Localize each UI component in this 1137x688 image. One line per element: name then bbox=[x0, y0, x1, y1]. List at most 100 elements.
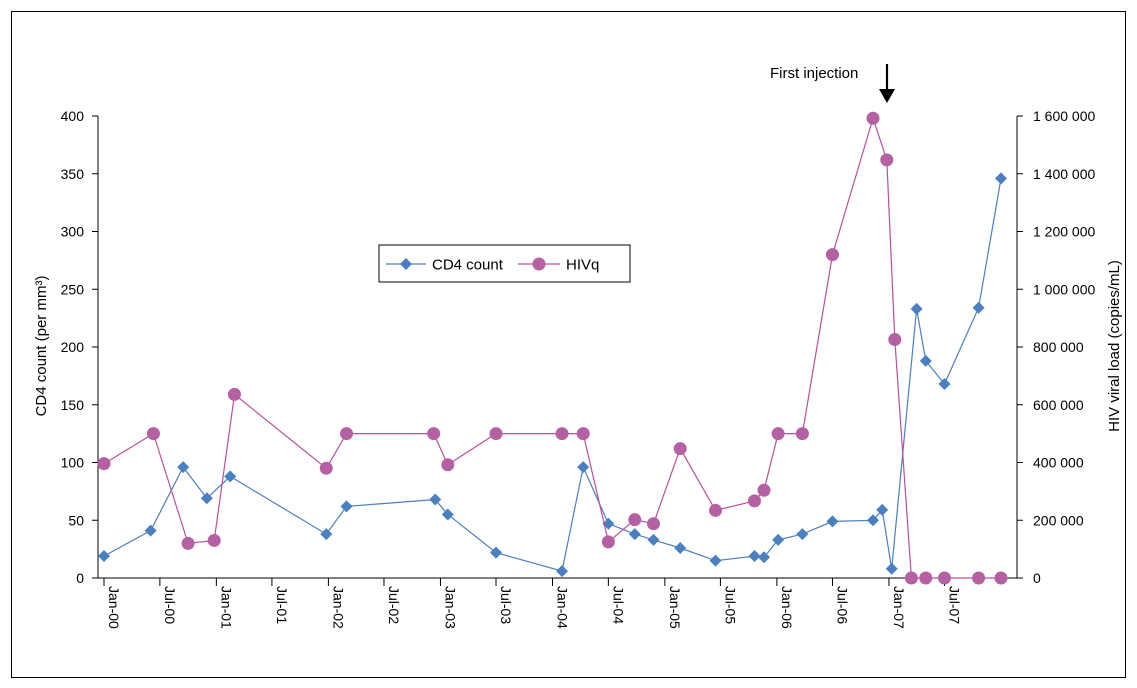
x-tick-label: Jan-04 bbox=[555, 586, 571, 629]
annotation-arrow-head bbox=[879, 89, 895, 103]
hivq-point bbox=[673, 442, 687, 456]
right-tick-label: 200 000 bbox=[1033, 512, 1084, 528]
left-tick-label: 400 bbox=[61, 108, 85, 124]
hivq-point bbox=[757, 483, 771, 497]
hivq-point bbox=[576, 427, 590, 441]
hivq-point bbox=[146, 427, 160, 441]
cd4-point bbox=[826, 515, 839, 528]
cd4-point bbox=[758, 551, 771, 564]
hivq-point bbox=[904, 571, 918, 585]
cd4-point bbox=[972, 301, 985, 314]
hivq-point bbox=[919, 571, 933, 585]
right-tick-label: 600 000 bbox=[1033, 397, 1084, 413]
hivq-point bbox=[709, 503, 723, 517]
hivq-point bbox=[825, 248, 839, 262]
hivq-point bbox=[866, 111, 880, 125]
series-layer bbox=[97, 111, 1008, 585]
right-axis-title: HIV viral load (copies/mL) bbox=[1106, 260, 1123, 432]
x-tick-label: Jul-06 bbox=[834, 586, 850, 624]
right-tick-label: 1 400 000 bbox=[1033, 166, 1095, 182]
hivq-point bbox=[319, 461, 333, 475]
x-tick-label: Jul-01 bbox=[274, 586, 290, 624]
left-tick-label: 200 bbox=[61, 339, 85, 355]
legend-hivq-marker bbox=[532, 257, 546, 271]
cd4-point bbox=[647, 533, 660, 546]
left-tick-label: 300 bbox=[61, 224, 85, 240]
hivq-point bbox=[880, 153, 894, 167]
x-tick-label: Jul-02 bbox=[386, 586, 402, 624]
cd4-point bbox=[910, 302, 923, 315]
cd4-point bbox=[200, 492, 213, 505]
legend-cd4-marker bbox=[400, 258, 412, 270]
left-tick-label: 250 bbox=[61, 281, 85, 297]
series-line bbox=[103, 116, 1001, 579]
cd4-point bbox=[556, 565, 569, 578]
hivq-point bbox=[227, 387, 241, 401]
cd4-point bbox=[796, 528, 809, 541]
left-axis-title: CD4 count (per mm³) bbox=[33, 276, 50, 417]
left-axis-ticks: 0 50 100 150 200 250 300 350 400 bbox=[61, 108, 98, 586]
series-line bbox=[103, 178, 1002, 572]
x-tick-label: Jul-00 bbox=[162, 586, 178, 624]
hivq-point bbox=[601, 535, 615, 549]
cd4-point bbox=[340, 500, 353, 513]
left-tick-label: 150 bbox=[61, 397, 85, 413]
hivq-point bbox=[207, 533, 221, 547]
cd4-point bbox=[709, 554, 722, 567]
cd4-point bbox=[98, 550, 110, 563]
cd4-point bbox=[995, 172, 1007, 185]
x-tick-label: Jul-05 bbox=[722, 586, 738, 624]
left-tick-label: 350 bbox=[61, 166, 85, 182]
hivq-point bbox=[427, 427, 441, 441]
hivq-point bbox=[489, 427, 503, 441]
chart-frame bbox=[11, 11, 1126, 678]
hivq-point bbox=[97, 457, 111, 471]
cd4-point bbox=[876, 503, 889, 516]
x-tick-label: Jul-07 bbox=[947, 586, 963, 624]
hivq-point bbox=[795, 427, 809, 441]
cd4-point bbox=[748, 550, 761, 563]
cd4-point bbox=[224, 470, 237, 483]
right-tick-label: 800 000 bbox=[1033, 339, 1084, 355]
legend-cd4-label: CD4 count bbox=[432, 257, 504, 274]
right-axis-ticks: 0 200 000 400 000 600 000 800 000 1 000 000 1 … bbox=[1017, 108, 1095, 586]
cd4-point bbox=[144, 524, 157, 537]
cd4-point bbox=[674, 541, 687, 554]
cd4-point bbox=[885, 562, 898, 575]
cd4-point bbox=[577, 461, 590, 474]
hivq-point bbox=[972, 571, 986, 585]
cd4-point bbox=[938, 377, 951, 390]
right-tick-label: 1 000 000 bbox=[1033, 281, 1095, 297]
right-tick-label: 1 600 000 bbox=[1033, 108, 1095, 124]
x-tick-label: Jan-01 bbox=[218, 586, 234, 629]
series-hivq bbox=[97, 111, 1008, 585]
cd4-point bbox=[177, 461, 190, 474]
hivq-point bbox=[888, 332, 902, 346]
cd4-point bbox=[628, 528, 641, 541]
cd4-point bbox=[919, 354, 932, 367]
hivq-point bbox=[555, 427, 569, 441]
x-tick-label: Jan-06 bbox=[779, 586, 795, 629]
right-tick-label: 400 000 bbox=[1033, 455, 1084, 471]
cd4-point bbox=[320, 528, 333, 541]
hivq-point bbox=[646, 517, 660, 531]
legend: CD4 count HIVq bbox=[378, 244, 631, 283]
first-injection-annotation: First injection bbox=[770, 64, 895, 103]
hivq-point bbox=[181, 536, 195, 550]
hivq-point bbox=[938, 571, 952, 585]
legend-hivq-label: HIVq bbox=[566, 257, 599, 274]
series-cd4-count bbox=[98, 172, 1007, 578]
hivq-point bbox=[994, 571, 1008, 585]
cd4-point bbox=[772, 533, 785, 546]
cd4-point bbox=[429, 493, 442, 506]
hivq-point bbox=[441, 458, 455, 472]
cd4-point bbox=[866, 514, 879, 527]
x-tick-label: Jan-03 bbox=[442, 586, 458, 629]
cd4-point bbox=[490, 546, 503, 559]
hivq-point bbox=[340, 427, 354, 441]
left-tick-label: 50 bbox=[68, 512, 84, 528]
cd4-point bbox=[441, 508, 454, 521]
hivq-point bbox=[628, 513, 642, 527]
x-tick-label: Jul-04 bbox=[610, 586, 626, 624]
